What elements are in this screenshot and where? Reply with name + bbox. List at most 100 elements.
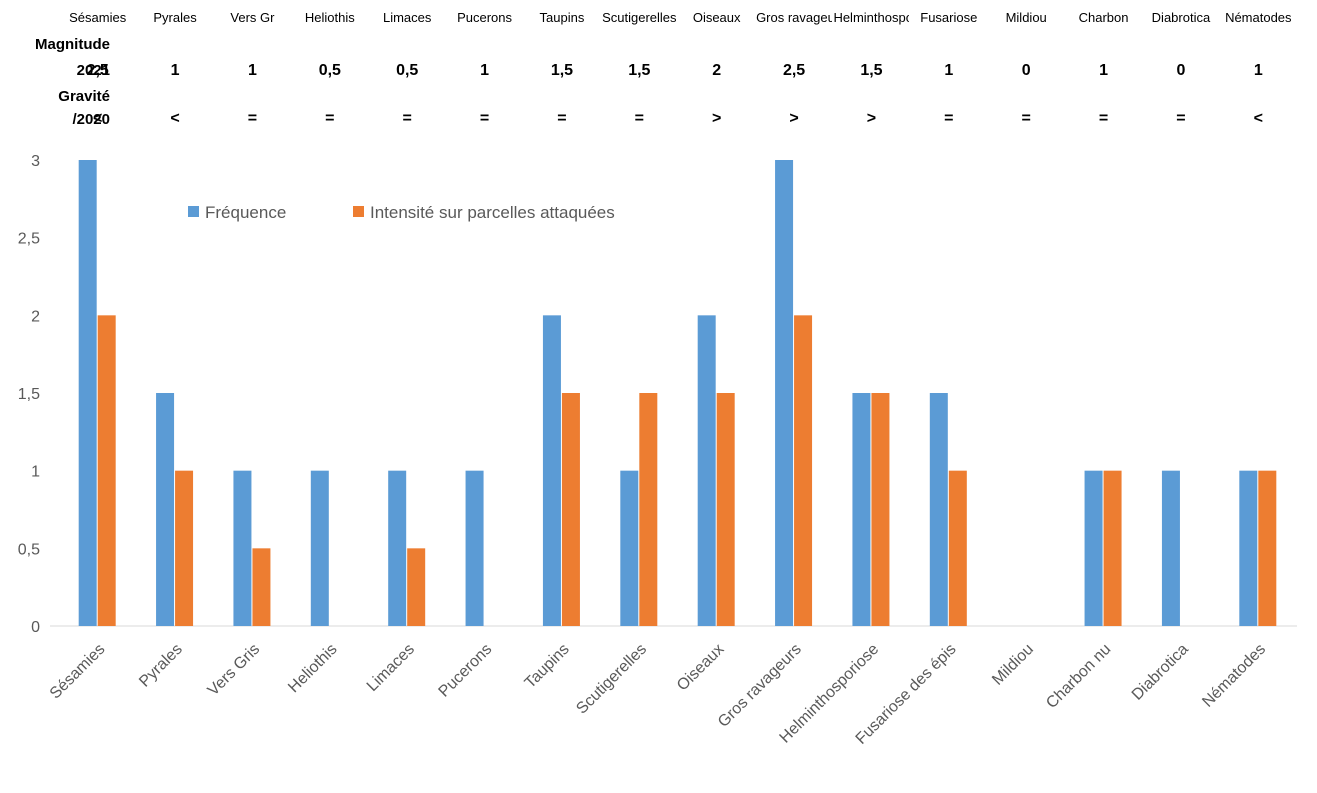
x-tick-label: Pyrales (136, 641, 186, 691)
gravite-cell: < (1253, 110, 1263, 127)
gravite-cell: = (402, 110, 412, 127)
summary-table: Magnitude 2021 Gravité /2020 Sésamies 2,5… (0, 0, 1317, 140)
bar-frequence (542, 315, 561, 626)
legend-label-intensite: Intensité sur parcelles attaquées (370, 203, 615, 222)
y-tick-label: 1,5 (18, 386, 40, 403)
bars (78, 160, 1277, 626)
bar-frequence (1239, 470, 1258, 626)
magnitude-cell: 0 (1021, 62, 1031, 79)
legend-swatch-frequence (188, 206, 199, 217)
table-header-cell: Diabrotica (1151, 10, 1211, 25)
bar-intensite (1258, 470, 1277, 626)
table-header-cell: Gros ravageurs (756, 10, 833, 25)
table-header-cell: Limaces (382, 10, 432, 25)
bar-intensite (407, 548, 426, 626)
bar-intensite (561, 393, 580, 626)
bar-intensite (252, 548, 271, 626)
bar-frequence (310, 470, 329, 626)
table-header-cell: Sésamies (69, 10, 127, 25)
y-tick-label: 0,5 (18, 541, 40, 558)
row-label-magnitude: Magnitude (35, 36, 110, 53)
magnitude-cell: 1,5 (860, 62, 883, 79)
bar-intensite (716, 393, 735, 626)
table-header-cell: Taupins (539, 10, 585, 25)
x-tick-label: Sésamies (47, 641, 109, 703)
y-tick-label: 2 (31, 308, 40, 325)
x-tick-label: Limaces (364, 641, 418, 695)
y-tick-label: 1 (31, 464, 40, 481)
bar-frequence (697, 315, 716, 626)
bar-frequence (775, 160, 794, 626)
magnitude-cell: 1 (247, 62, 257, 79)
bar-frequence (233, 470, 252, 626)
gravite-cell: > (789, 110, 799, 127)
gravite-cell: = (325, 110, 335, 127)
bar-frequence (388, 470, 407, 626)
x-tick-label: Pucerons (436, 641, 496, 701)
bar-frequence (78, 160, 97, 626)
row-label-vs-2020: /2020 (72, 111, 110, 128)
magnitude-cell: 0 (1176, 62, 1186, 79)
table-header-cell: Heliothis (304, 10, 355, 25)
gravite-cell: > (866, 110, 877, 127)
magnitude-cell: 2,5 (782, 62, 806, 79)
bar-intensite (1103, 470, 1122, 626)
bar-frequence (1161, 470, 1180, 626)
bar-intensite (97, 315, 116, 626)
legend: Fréquence Intensité sur parcelles attaqué… (188, 203, 615, 222)
category-labels: Sésamies Pyrales Vers Gris Heliothis Limaces… (47, 641, 1269, 748)
x-tick-label: Taupins (522, 641, 573, 692)
magnitude-cell: 1,5 (550, 62, 574, 79)
x-tick-label: Scutigerelles (573, 641, 650, 718)
x-tick-label: Diabrotica (1129, 641, 1192, 704)
magnitude-cell: 1 (944, 62, 954, 79)
gravite-cell: < (170, 110, 180, 127)
gravite-cell: = (1021, 110, 1031, 127)
magnitude-cell: 2 (712, 62, 722, 79)
table-header-cell: Oiseaux (692, 10, 741, 25)
table-header-cell: Scutigerelles (602, 10, 677, 25)
bar-intensite (948, 470, 967, 626)
x-tick-label: Vers Gris (205, 641, 264, 700)
bar-intensite (794, 315, 813, 626)
magnitude-cell: 2,5 (86, 62, 109, 79)
bar-frequence (852, 393, 871, 626)
bar-frequence (156, 393, 175, 626)
gravite-cell: = (1176, 110, 1186, 127)
bar-frequence (620, 470, 639, 626)
magnitude-cell: 1 (1099, 62, 1109, 79)
y-tick-label: 2,5 (18, 231, 40, 248)
gravite-cell: = (557, 110, 567, 127)
gravite-cell: < (93, 110, 103, 127)
magnitude-cell: 1 (1253, 62, 1263, 79)
table-header-cell: Nématodes (1225, 10, 1292, 25)
gravite-cell: = (247, 110, 258, 127)
magnitude-cell: 1 (170, 62, 180, 79)
table-header-cell: Charbon (1078, 10, 1129, 25)
bar-intensite (639, 393, 658, 626)
bar-intensite (175, 470, 194, 626)
magnitude-cell: 1 (480, 62, 490, 79)
table-header-cell: Pucerons (457, 10, 513, 25)
y-axis-ticks: 0 0,5 1 1,5 2 2,5 3 (18, 153, 40, 636)
table-header-cell: Mildiou (1005, 10, 1047, 25)
gravite-cell: = (634, 110, 644, 127)
y-tick-label: 0 (31, 619, 40, 636)
bar-frequence (1084, 470, 1103, 626)
table-header-cell: Vers Gr (230, 10, 275, 25)
x-tick-label: Oiseaux (674, 641, 728, 695)
magnitude-cell: 1,5 (628, 62, 651, 79)
magnitude-cell: 0,5 (318, 62, 341, 79)
x-tick-label: Heliothis (285, 641, 340, 696)
bar-frequence (465, 470, 484, 626)
magnitude-cell: 0,5 (396, 62, 419, 79)
table-header-cell: Pyrales (153, 10, 197, 25)
bar-intensite (871, 393, 890, 626)
table-header-cell: Helminthosporiose (833, 10, 910, 25)
gravite-cell: > (712, 110, 722, 127)
row-label-year: 2021 (76, 62, 110, 79)
gravite-cell: = (944, 110, 954, 127)
table-header-cell: Fusariose (920, 10, 978, 25)
x-tick-label: Nématodes (1199, 641, 1269, 711)
